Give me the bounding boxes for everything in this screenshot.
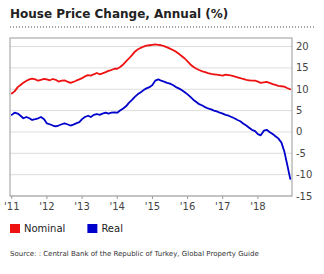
y-tick-label: -15 — [296, 191, 312, 202]
x-tick — [82, 196, 83, 199]
x-tick — [222, 196, 223, 199]
grid-line — [10, 89, 292, 90]
title-rule — [10, 27, 316, 28]
grid-line — [10, 153, 292, 154]
grid-line — [10, 131, 292, 132]
title: House Price Change, Annual (%) — [10, 7, 228, 21]
legend-label: Nominal — [24, 223, 65, 234]
legend-swatch — [87, 224, 97, 233]
y-tick-label: 0 — [296, 126, 302, 137]
series-line — [12, 79, 290, 179]
legend-label: Real — [101, 223, 123, 234]
x-tick-label: '15 — [145, 201, 160, 212]
y-tick-label: 15 — [296, 62, 309, 73]
x-tick — [117, 196, 118, 199]
y-tick-label: 20 — [296, 41, 309, 52]
lines — [12, 44, 290, 179]
x-tick — [187, 196, 188, 199]
chart: House Price Change, Annual (%) -15 -10 -5 0 5… — [0, 0, 324, 274]
y-tick-label: -10 — [296, 169, 312, 180]
plot-frame — [10, 38, 292, 196]
x-tick — [11, 196, 12, 199]
grid-line — [10, 174, 292, 175]
y-tick-label: -5 — [296, 148, 306, 159]
x-tick-label: '18 — [250, 201, 265, 212]
source-note: Source: : Central Bank of the Republic o… — [10, 250, 259, 258]
x-tick — [46, 196, 47, 199]
x-tick-label: '13 — [74, 201, 89, 212]
grid-line — [10, 46, 292, 47]
x-tick-label: '12 — [39, 201, 54, 212]
grid-line — [10, 110, 292, 111]
x-tick — [152, 196, 153, 199]
x-tick-label: '17 — [215, 201, 230, 212]
x-tick-label: '16 — [180, 201, 195, 212]
legend: Nominal Real — [10, 223, 123, 234]
grid-line — [10, 67, 292, 68]
y-tick-label: 10 — [296, 84, 309, 95]
x-tick-label: '11 — [4, 201, 19, 212]
x-tick-label: '14 — [110, 201, 125, 212]
x-tick — [257, 196, 258, 199]
legend-swatch — [10, 224, 20, 233]
grid — [10, 47, 292, 196]
y-tick-label: 5 — [296, 105, 302, 116]
